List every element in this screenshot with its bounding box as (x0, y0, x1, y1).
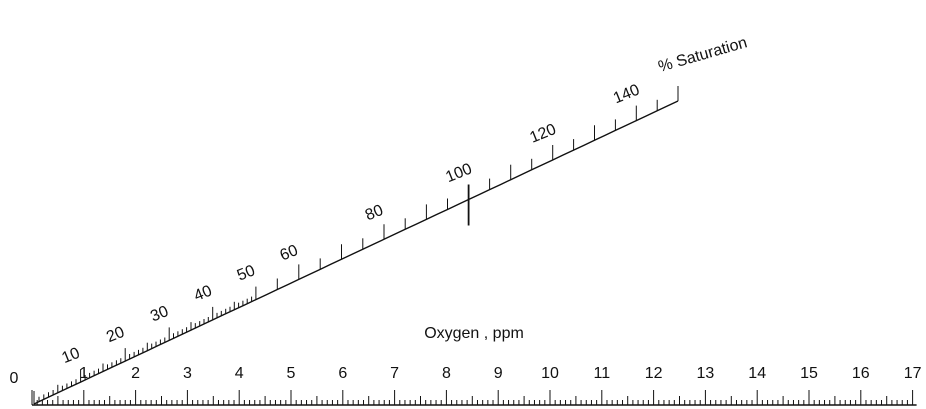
saturation-tick-label: 10 (59, 345, 82, 367)
oxygen-tick-label: 3 (183, 365, 192, 382)
oxygen-tick-label: 9 (494, 365, 503, 382)
oxygen-tick-label: 13 (697, 365, 715, 382)
oxygen-tick-label: 5 (287, 365, 296, 382)
oxygen-tick-label: 4 (235, 365, 244, 382)
oxygen-tick-label: 0 (10, 370, 19, 387)
oxygen-tick-label: 16 (852, 365, 870, 382)
saturation-axis-line (33, 100, 679, 405)
oxygen-tick-label: 2 (131, 365, 140, 382)
saturation-tick-label: 40 (192, 282, 215, 304)
saturation-tick-label: 50 (235, 262, 258, 284)
saturation-tick-label: 20 (104, 324, 127, 346)
oxygen-scale: 0 1 2 3 4 5 6 7 8 9 10 11 12 13 14 15 16 17 (10, 365, 922, 406)
oxygen-tick-label: 17 (904, 365, 922, 382)
saturation-scale: 10 20 30 40 50 60 80 100 120 140 (33, 82, 679, 405)
oxygen-tick-label: 8 (442, 365, 451, 382)
saturation-tick-label: 100 (443, 160, 474, 186)
oxygen-tick-label: 1 (79, 365, 88, 382)
oxygen-tick-label: 10 (541, 365, 559, 382)
saturation-tick-label: 80 (363, 202, 386, 224)
oxygen-tick-label: 7 (390, 365, 399, 382)
oxygen-scale-title: Oxygen , ppm (424, 325, 524, 342)
saturation-scale-title: % Saturation (656, 34, 749, 76)
oxygen-tick-label: 14 (748, 365, 766, 382)
oxygen-tick-label: 12 (645, 365, 663, 382)
saturation-tick-label: 140 (611, 82, 642, 108)
saturation-tick-label: 60 (278, 242, 301, 264)
oxygen-tick-label: 6 (338, 365, 347, 382)
saturation-tick-label: 30 (148, 303, 171, 325)
oxygen-tick-label: 11 (593, 365, 610, 382)
saturation-tick-label: 120 (527, 121, 558, 147)
oxygen-tick-label: 15 (800, 365, 818, 382)
